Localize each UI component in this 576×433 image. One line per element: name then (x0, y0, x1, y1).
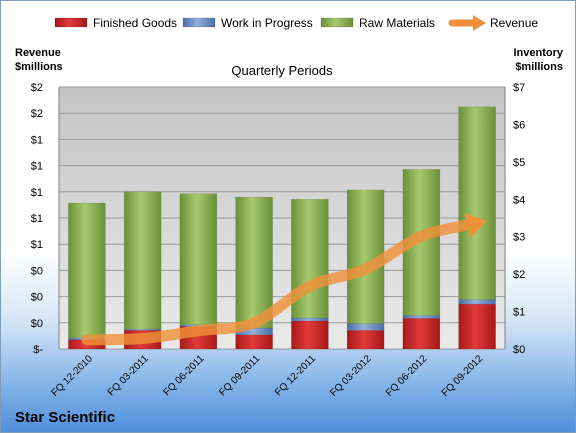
bar-raw-materials (235, 196, 273, 329)
legend-swatch-arrow (473, 15, 486, 31)
right-tick-label: $2 (513, 269, 525, 281)
bar-work-in-progress (346, 323, 385, 331)
revenue-line-path (81, 217, 483, 346)
x-tick-label: FQ 03-2012 (328, 353, 374, 399)
legend-swatch-finished-goods (54, 17, 88, 28)
right-axis-title: $millions (515, 61, 563, 73)
x-tick-label: FQ 12-2011 (273, 353, 318, 398)
left-tick-label: $2 (31, 108, 43, 120)
x-tick-label: FQ 03-2011 (106, 353, 151, 398)
legend-swatch-work-in-progress (182, 17, 216, 28)
bar-finished-goods (458, 303, 496, 350)
left-tick-label: $0 (31, 265, 43, 277)
bar-work-in-progress (123, 328, 162, 331)
revenue-arrowhead (464, 212, 487, 239)
right-tick-label: $6 (513, 119, 525, 131)
revenue-line (81, 212, 487, 346)
right-tick-label: $5 (513, 157, 525, 169)
left-tick-label: $0 (31, 318, 43, 330)
x-axis-ticks: FQ 12-2010 FQ 03-2011 FQ 06-2011 FQ 09-2011… (49, 353, 485, 399)
legend-swatch-raw-materials (320, 17, 354, 28)
bar-raw-materials (123, 191, 162, 330)
x-tick-label: FQ 12-2010 (49, 353, 95, 399)
left-tick-label: $1 (31, 187, 43, 199)
legend-label-work-in-progress: Work in Progress (221, 16, 313, 30)
left-tick-label: $1 (31, 239, 43, 251)
x-tick-label: FQ 06-2011 (162, 353, 207, 398)
right-tick-label: $3 (513, 232, 525, 244)
x-tick-label: FQ 06-2012 (384, 353, 430, 399)
bar-raw-materials (458, 106, 496, 300)
left-axis-ticks: $- $0 $0 $0 $1 $1 $1 $1 $1 $2 $2 (31, 82, 44, 356)
legend-label-raw-materials: Raw Materials (359, 16, 435, 30)
bar-raw-materials (68, 202, 106, 339)
bar-finished-goods (346, 330, 385, 350)
bar-finished-goods (235, 334, 273, 350)
bar-work-in-progress (291, 317, 329, 322)
legend-label-finished-goods: Finished Goods (93, 16, 177, 30)
bar-work-in-progress (402, 315, 441, 319)
left-tick-label: $1 (31, 213, 43, 225)
right-tick-label: $4 (513, 194, 525, 206)
left-axis-title: $millions (15, 61, 63, 73)
left-axis-title: Revenue (15, 47, 61, 59)
bar-finished-goods (402, 318, 441, 350)
right-tick-label: $7 (513, 82, 525, 94)
left-tick-label: $- (33, 344, 43, 356)
bar-work-in-progress (458, 299, 496, 305)
right-axis-ticks: $0 $1 $2 $3 $4 $5 $6 $7 (513, 82, 525, 356)
left-tick-label: $1 (31, 134, 43, 146)
legend-label-revenue: Revenue (490, 16, 538, 30)
legend: Finished Goods Work in Progress Raw Materi… (54, 15, 538, 31)
axis-titles: Revenue $millions Inventory $millions (15, 47, 564, 73)
chart-title: Quarterly Periods (231, 63, 333, 78)
bar-raw-materials (179, 193, 218, 325)
left-tick-label: $0 (31, 292, 43, 304)
left-tick-label: $2 (31, 82, 43, 94)
right-axis-title: Inventory (513, 47, 563, 59)
company-name: Star Scientific (15, 409, 116, 426)
bar-finished-goods (291, 320, 329, 350)
right-tick-label: $1 (513, 307, 525, 319)
right-tick-label: $0 (513, 344, 525, 356)
x-tick-label: FQ 09-2011 (217, 353, 262, 398)
left-tick-label: $1 (31, 161, 43, 173)
x-tick-label: FQ 09-2012 (440, 353, 486, 399)
